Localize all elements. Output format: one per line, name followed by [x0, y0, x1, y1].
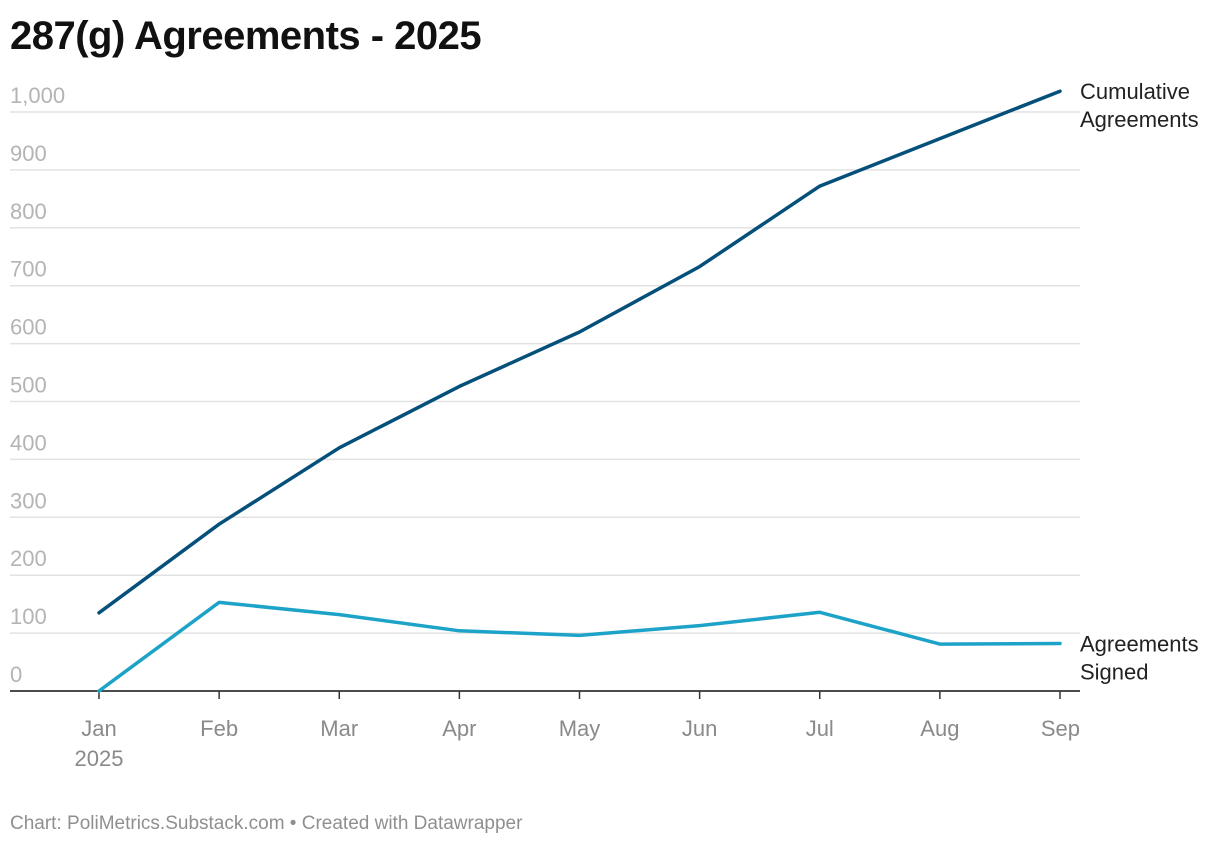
- y-tick-label: 800: [10, 199, 47, 224]
- data-point: [97, 689, 101, 693]
- data-point: [818, 184, 822, 188]
- data-point: [578, 633, 582, 637]
- data-point: [698, 624, 702, 628]
- data-point: [217, 600, 221, 604]
- series-label: Cumulative: [1080, 79, 1190, 104]
- series-label: Signed: [1080, 660, 1149, 685]
- data-point: [97, 611, 101, 615]
- data-point: [217, 522, 221, 526]
- series-label: Agreements: [1080, 632, 1199, 657]
- data-point: [337, 613, 341, 617]
- y-tick-label: 0: [10, 662, 22, 687]
- y-tick-label: 300: [10, 488, 47, 513]
- series-label: Agreements: [1080, 107, 1199, 132]
- x-axis: Jan Feb Mar Apr May Jun Jul Aug Sep 2025: [10, 690, 1080, 771]
- chart-title: 287(g) Agreements - 2025: [10, 14, 482, 58]
- gridlines: [10, 111, 1080, 634]
- x-tick-label: Jul: [806, 716, 834, 741]
- y-tick-label: 500: [10, 373, 47, 398]
- data-point: [457, 629, 461, 633]
- y-tick-label: 600: [10, 315, 47, 340]
- series-labels: Cumulative Agreements Agreements Signed: [1080, 79, 1199, 684]
- data-point: [578, 330, 582, 334]
- y-axis-ticks: 0 100 200 300 400 500 600 700 800 900 1,000: [10, 83, 65, 687]
- x-tick-label: Apr: [442, 716, 476, 741]
- chart-source-footer: Chart: PoliMetrics.Substack.com • Create…: [10, 813, 523, 834]
- x-tick-label: May: [559, 716, 601, 741]
- x-tick-label: Sep: [1041, 716, 1080, 741]
- x-tick-label: Jan: [81, 716, 116, 741]
- data-point: [1058, 642, 1062, 646]
- data-point: [457, 384, 461, 388]
- series-line-agreements-signed: [97, 600, 1062, 693]
- y-tick-label: 900: [10, 141, 47, 166]
- y-tick-label: 400: [10, 430, 47, 455]
- x-tick-label: Mar: [320, 716, 358, 741]
- x-tick-label: Feb: [200, 716, 238, 741]
- data-point: [818, 610, 822, 614]
- data-point: [938, 137, 942, 141]
- data-point: [938, 642, 942, 646]
- x-tick-label: Aug: [920, 716, 959, 741]
- y-tick-label: 200: [10, 546, 47, 571]
- y-tick-label: 700: [10, 257, 47, 282]
- data-point: [1058, 89, 1062, 93]
- y-tick-label: 100: [10, 604, 47, 629]
- y-tick-label: 1,000: [10, 83, 65, 108]
- x-tick-sublabel-year: 2025: [75, 746, 124, 771]
- series-lines: [97, 89, 1062, 693]
- data-point: [698, 265, 702, 269]
- x-tick-label: Jun: [682, 716, 717, 741]
- series-line-cumulative-agreements: [97, 89, 1062, 615]
- data-point: [337, 446, 341, 450]
